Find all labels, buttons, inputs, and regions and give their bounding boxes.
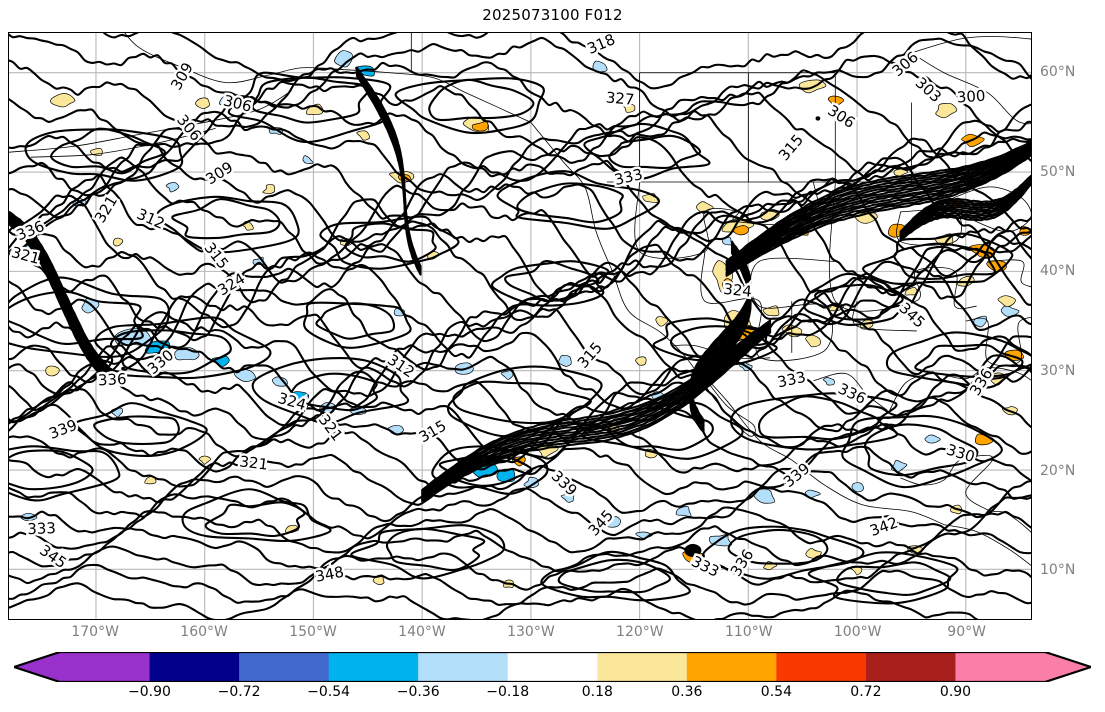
colorbar-band bbox=[597, 652, 688, 682]
colorbar[interactable] bbox=[14, 652, 1091, 682]
map-plot-area: 309 309 318 318 306 306 306 306 309 309 327 327 303 3… bbox=[8, 32, 1032, 620]
colorbar-band bbox=[239, 652, 330, 682]
colorbar-tick-label: 0.36 bbox=[671, 684, 703, 700]
contour-label: 333 bbox=[776, 368, 808, 392]
latitude-tick-label: 50°N bbox=[1040, 163, 1076, 180]
colorbar-tick-label: −0.54 bbox=[307, 684, 351, 700]
colorbar-band bbox=[60, 652, 150, 682]
longitude-tick-label: 170°W bbox=[71, 624, 119, 640]
longitude-tick-label: 90°W bbox=[947, 624, 986, 640]
contour-label: 324 bbox=[722, 280, 752, 301]
colorbar-tick-label: 0.72 bbox=[850, 684, 882, 700]
colorbar-tick-label: −0.72 bbox=[217, 684, 261, 700]
colorbar-band bbox=[149, 652, 240, 682]
colorbar-band bbox=[955, 652, 1046, 682]
svg-text:336: 336 bbox=[98, 370, 127, 389]
contour-label: 327 bbox=[605, 88, 635, 108]
longitude-tick-label: 120°W bbox=[616, 624, 664, 640]
colorbar-tick-label: −0.18 bbox=[486, 684, 530, 700]
colorbar-tick-label: −0.36 bbox=[396, 684, 440, 700]
colorbar-tick-label: 0.90 bbox=[939, 684, 972, 700]
latitude-tick-label: 40°N bbox=[1040, 263, 1076, 280]
graticule bbox=[9, 33, 1031, 619]
colorbar-tick-label: 0.54 bbox=[760, 684, 792, 700]
colorbar-band bbox=[507, 652, 598, 682]
contour-label: 348 bbox=[314, 563, 345, 586]
latitude-tick-label: 60°N bbox=[1040, 63, 1076, 80]
colorbar-band bbox=[418, 652, 509, 682]
longitude-tick-label: 140°W bbox=[398, 624, 446, 640]
colorbar-band bbox=[328, 652, 419, 682]
longitude-tick-label: 110°W bbox=[724, 624, 773, 640]
colorbar-band bbox=[686, 652, 777, 682]
colorbar-tick-label: 0.18 bbox=[581, 684, 613, 700]
colorbar-band bbox=[776, 652, 867, 682]
thickness-contours bbox=[9, 33, 1031, 619]
contour-label: 321 bbox=[238, 452, 269, 473]
page-title: 2025073100 F012 bbox=[482, 6, 623, 24]
latitude-tick-label: 30°N bbox=[1040, 362, 1076, 379]
latitude-tick-label: 20°N bbox=[1040, 462, 1076, 479]
contour-label: 333 bbox=[27, 519, 56, 538]
latitude-tick-label: 10°N bbox=[1040, 562, 1076, 579]
longitude-tick-label: 130°W bbox=[507, 624, 555, 640]
colorbar-tick-label: −0.90 bbox=[128, 684, 171, 700]
contour-label: 300 bbox=[956, 87, 986, 107]
svg-text:333: 333 bbox=[27, 519, 56, 538]
colorbar-canvas bbox=[14, 652, 1091, 682]
contour-label: 333 bbox=[613, 165, 645, 189]
longitude-tick-label: 160°W bbox=[180, 624, 228, 640]
longitude-tick-label: 100°W bbox=[833, 624, 882, 640]
contour-label: 336 bbox=[98, 370, 127, 389]
colorbar-band bbox=[865, 652, 956, 682]
longitude-tick-label: 150°W bbox=[289, 624, 337, 640]
